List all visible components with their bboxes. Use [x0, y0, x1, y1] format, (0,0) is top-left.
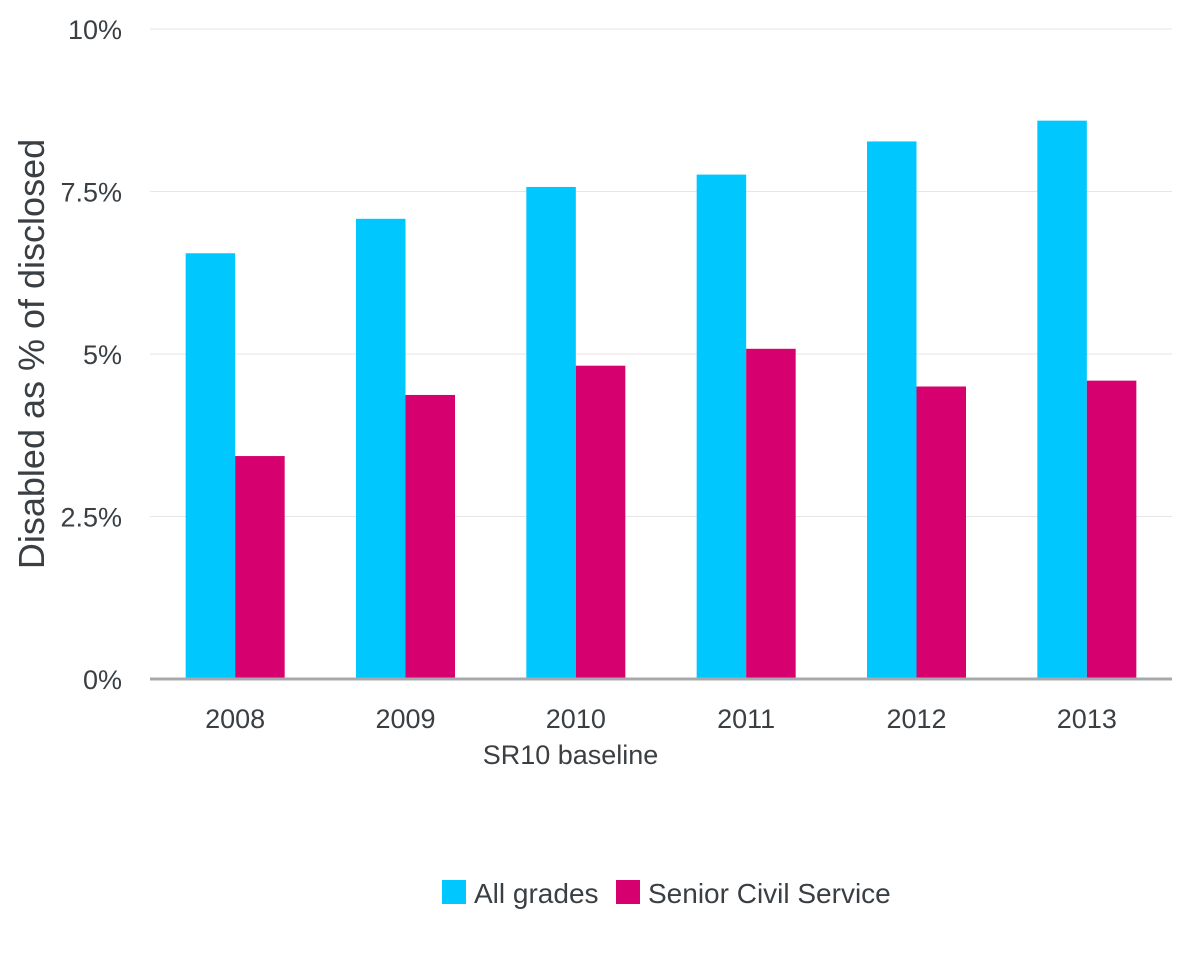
x-tick-label: 2010: [546, 704, 606, 734]
bar-senior-civil-service-2013: [1086, 380, 1137, 679]
gridlines: [150, 28, 1172, 517]
bar-all-grades-2008: [185, 253, 236, 679]
bar-senior-civil-service-2010: [575, 365, 626, 679]
category-annotation: SR10 baseline: [483, 740, 659, 770]
x-tick-label: 2008: [205, 704, 265, 734]
y-axis-ticks: 0% 2.5% 5% 7.5% 10%: [60, 15, 122, 695]
bar-all-grades-2009: [356, 218, 406, 680]
y-tick-label: 2.5%: [60, 503, 122, 533]
x-axis-ticks: 2008 2009 2010 2011 2012 2013: [205, 704, 1117, 734]
bars: [185, 120, 1137, 680]
bar-all-grades-2013: [1037, 120, 1087, 679]
bar-senior-civil-service-2011: [746, 348, 796, 679]
bar-all-grades-2010: [526, 186, 576, 679]
bar-senior-civil-service-2009: [405, 394, 455, 679]
legend-label: All grades: [474, 878, 599, 909]
bar-all-grades-2011: [696, 174, 747, 679]
legend-swatch: [616, 880, 640, 904]
legend-label: Senior Civil Service: [648, 878, 891, 909]
x-tick-label: 2013: [1057, 704, 1117, 734]
x-tick-label: 2012: [886, 704, 946, 734]
bar-senior-civil-service-2012: [916, 386, 966, 679]
y-tick-label: 0%: [83, 665, 122, 695]
y-tick-label: 7.5%: [60, 178, 122, 208]
y-tick-label: 10%: [68, 15, 122, 45]
y-axis-title: Disabled as % of disclosed: [11, 139, 52, 569]
x-tick-label: 2011: [717, 704, 775, 734]
y-tick-label: 5%: [83, 340, 122, 370]
legend: All grades Senior Civil Service: [442, 878, 891, 909]
legend-swatch: [442, 880, 466, 904]
bar-all-grades-2012: [867, 141, 917, 679]
bar-senior-civil-service-2008: [235, 456, 285, 679]
x-tick-label: 2009: [375, 704, 435, 734]
